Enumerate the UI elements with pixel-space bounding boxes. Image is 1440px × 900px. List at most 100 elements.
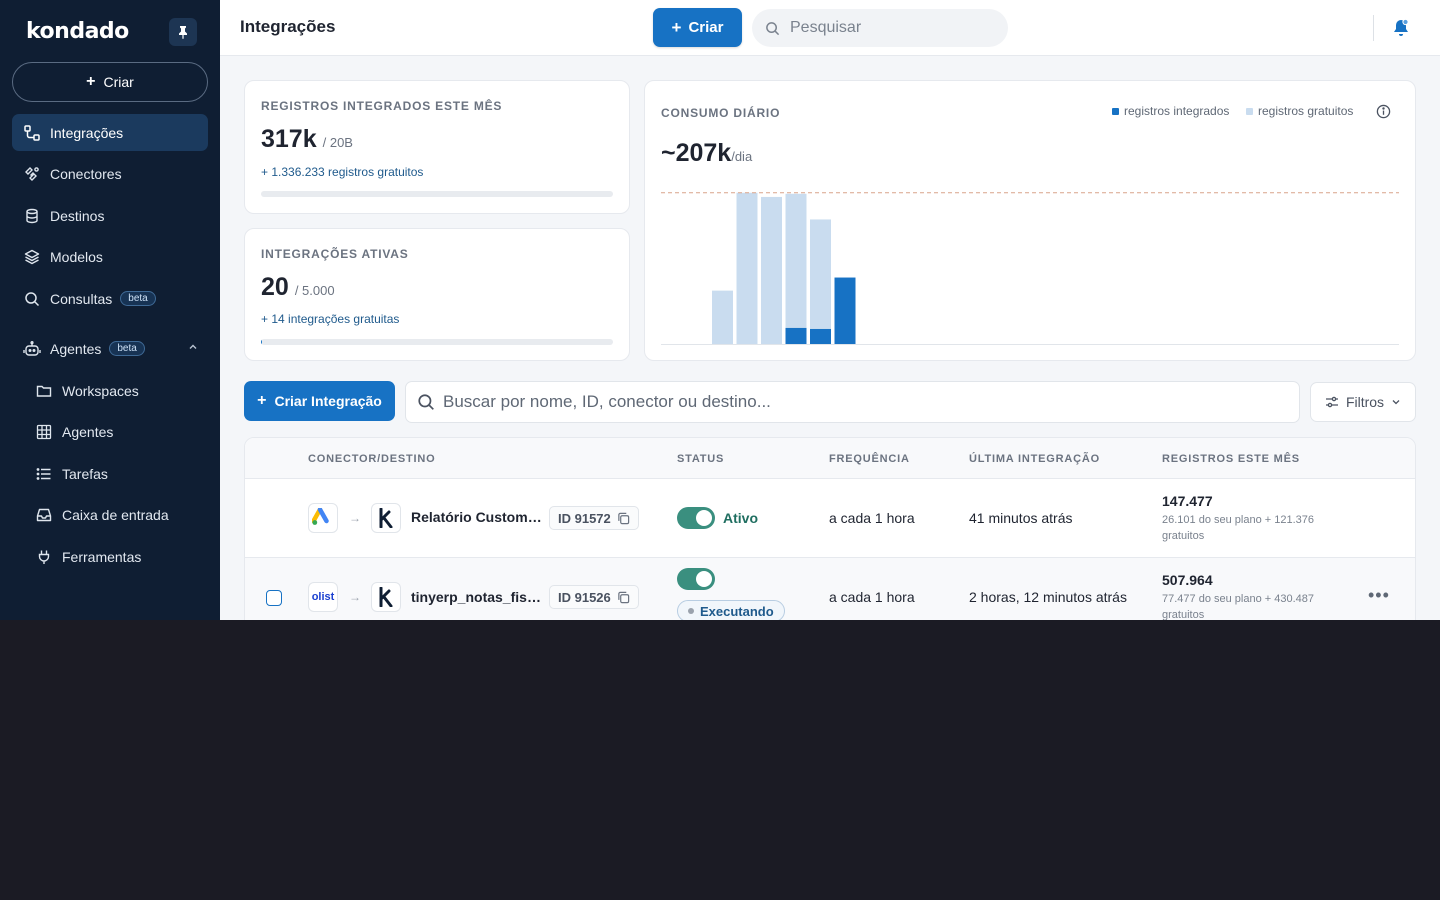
- row-checkbox[interactable]: [266, 590, 282, 606]
- header-last-integration[interactable]: ÚLTIMA INTEGRAÇÃO: [969, 453, 1100, 465]
- bar-free-5[interactable]: [810, 219, 831, 329]
- kondado-dest-logo: [371, 503, 401, 533]
- status-label: Ativo: [723, 510, 758, 526]
- search-icon: [766, 21, 780, 35]
- active-free: + 14 integrações gratuitas: [261, 312, 400, 326]
- database-icon: [22, 206, 42, 226]
- active-integrations-card: INTEGRAÇÕES ATIVAS 20 / 5.000 + 14 integr…: [244, 228, 630, 361]
- kondado-logo[interactable]: kondado: [26, 19, 129, 44]
- bar-free-2[interactable]: [736, 192, 758, 344]
- sidebar-item-caixa-entrada[interactable]: Caixa de entrada: [12, 496, 208, 533]
- records-count: 507.964: [1162, 572, 1213, 588]
- records-limit: / 20B: [322, 135, 353, 150]
- active-progress-track: [261, 339, 613, 345]
- bar-free-1[interactable]: [712, 290, 733, 344]
- integration-id: ID 91572: [558, 510, 611, 526]
- bar-integrated-6[interactable]: [834, 277, 856, 344]
- records-count: 147.477: [1162, 493, 1213, 509]
- active-value: 20 / 5.000: [261, 273, 335, 302]
- list-icon: [34, 464, 54, 484]
- header-frequency[interactable]: FREQUÊNCIA: [829, 453, 910, 465]
- integration-id: ID 91526: [558, 589, 611, 605]
- search-icon: [418, 394, 434, 410]
- sidebar-item-conectores[interactable]: Conectores: [12, 155, 208, 192]
- chevron-up-icon[interactable]: [188, 342, 198, 352]
- integrations-table: CONECTOR/DESTINO STATUS FREQUÊNCIA ÚLTIM…: [244, 437, 1416, 620]
- sidebar-item-ferramentas[interactable]: Ferramentas: [12, 538, 208, 575]
- header-records[interactable]: REGISTROS ESTE MÊS: [1162, 453, 1300, 465]
- inbox-icon: [34, 505, 54, 525]
- last-integration: 41 minutos atrás: [969, 510, 1073, 526]
- bar-free-4[interactable]: [785, 193, 807, 328]
- records-free: + 1.336.233 registros gratuitos: [261, 165, 424, 179]
- info-icon[interactable]: [1376, 104, 1391, 119]
- folder-icon: [34, 381, 54, 401]
- integration-id-chip[interactable]: ID 91572: [549, 506, 639, 530]
- header-connector[interactable]: CONECTOR/DESTINO: [308, 453, 436, 465]
- pin-sidebar-button[interactable]: [169, 18, 197, 46]
- legend-swatch-free: [1246, 107, 1253, 115]
- consumption-label: CONSUMO DIÁRIO: [661, 106, 781, 120]
- filters-button[interactable]: Filtros: [1310, 382, 1416, 422]
- records-detail: 26.101 do seu plano + 121.376 gratuitos: [1162, 514, 1314, 542]
- frequency: a cada 1 hora: [829, 510, 915, 526]
- sidebar-item-label: Conectores: [50, 165, 122, 182]
- filters-label: Filtros: [1345, 394, 1385, 410]
- legend-integrated: registros integrados: [1112, 104, 1229, 118]
- status-toggle[interactable]: [677, 568, 715, 590]
- integrations-icon: [22, 123, 42, 143]
- sliders-icon: [1325, 396, 1338, 408]
- create-integration-button[interactable]: + Criar Integração: [244, 381, 395, 421]
- last-integration: 2 horas, 12 minutos atrás: [969, 589, 1127, 605]
- sidebar-item-agentes[interactable]: Agentes beta: [12, 330, 208, 367]
- header-search[interactable]: [752, 9, 1008, 47]
- integration-name[interactable]: Relatório Customizado: [411, 509, 543, 525]
- header-create-label: Criar: [688, 19, 724, 36]
- sidebar-item-label: Consultas: [50, 290, 113, 307]
- header-status[interactable]: STATUS: [677, 453, 725, 465]
- sidebar-item-label: Agentes: [62, 423, 114, 440]
- table-row[interactable]: → Relatório Customizado ID 91572 Ativo a…: [245, 479, 1415, 558]
- sidebar-item-modelos[interactable]: Modelos: [12, 238, 208, 275]
- consumption-unit: /dia: [731, 149, 753, 164]
- sidebar-item-consultas[interactable]: Consultas beta: [12, 280, 208, 317]
- sidebar-create-button[interactable]: + Criar: [12, 62, 208, 102]
- active-progress-fill: [261, 339, 263, 345]
- sidebar-item-label: Destinos: [50, 207, 105, 224]
- page-title: Integrações: [240, 17, 336, 36]
- header-search-input[interactable]: [790, 19, 990, 37]
- integration-search[interactable]: [405, 381, 1300, 423]
- sidebar-item-label: Tarefas: [62, 465, 108, 482]
- plus-icon: +: [671, 17, 682, 37]
- bar-integrated-5[interactable]: [810, 328, 831, 344]
- plug-icon: [34, 547, 54, 567]
- kondado-dest-logo: [371, 582, 401, 612]
- sidebar-item-label: Agentes: [50, 340, 102, 357]
- copy-icon[interactable]: [617, 591, 630, 604]
- status-label: Executando: [700, 603, 774, 619]
- beta-badge: beta: [120, 291, 156, 306]
- integration-search-input[interactable]: [443, 392, 1283, 412]
- sidebar-item-integracoes[interactable]: Integrações: [12, 114, 208, 151]
- row-more-menu-icon[interactable]: •••: [1368, 585, 1390, 605]
- notifications-button[interactable]: [1392, 18, 1410, 43]
- status-toggle[interactable]: [677, 507, 715, 529]
- consumption-chart: [661, 192, 1399, 345]
- records-value: 317k / 20B: [261, 125, 353, 154]
- consumption-value-number: ~207k: [661, 139, 732, 167]
- integration-id-chip[interactable]: ID 91526: [549, 585, 639, 609]
- sidebar-item-workspaces[interactable]: Workspaces: [12, 372, 208, 409]
- sidebar-item-label: Caixa de entrada: [62, 506, 169, 523]
- table-row[interactable]: olist → tinyerp_notas_fiscais ID 91526 E…: [245, 558, 1415, 620]
- sidebar-item-destinos[interactable]: Destinos: [12, 197, 208, 234]
- copy-icon[interactable]: [617, 512, 630, 525]
- daily-consumption-card: CONSUMO DIÁRIO ~207k/dia registros integ…: [644, 80, 1416, 361]
- topbar-divider: [1373, 15, 1374, 41]
- sidebar-item-agentes-list[interactable]: Agentes: [12, 413, 208, 450]
- header-create-button[interactable]: + Criar: [653, 8, 742, 47]
- beta-badge: beta: [109, 341, 145, 356]
- bar-integrated-4[interactable]: [785, 327, 807, 344]
- sidebar-item-tarefas[interactable]: Tarefas: [12, 455, 208, 492]
- integration-name[interactable]: tinyerp_notas_fiscais: [411, 589, 543, 605]
- bar-free-3[interactable]: [761, 196, 782, 344]
